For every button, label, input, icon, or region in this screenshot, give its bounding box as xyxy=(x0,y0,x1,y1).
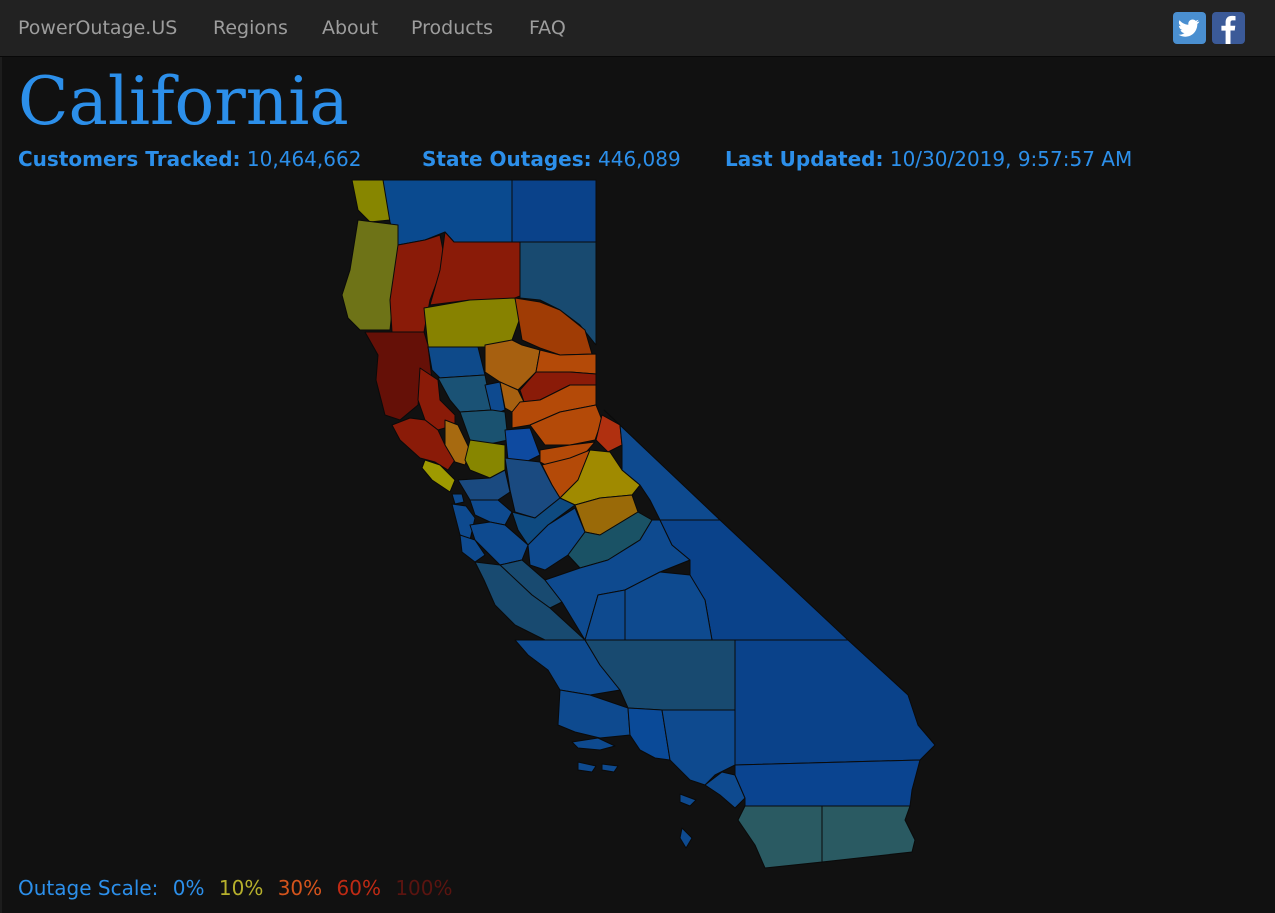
county-alameda[interactable] xyxy=(469,499,513,526)
last-updated: Last Updated: 10/30/2019, 9:57:57 AM xyxy=(725,147,1132,171)
nav-regions[interactable]: Regions xyxy=(213,17,288,39)
county-san-bernardino[interactable] xyxy=(734,639,936,766)
legend-step-10: 10% xyxy=(218,876,264,900)
twitter-icon[interactable] xyxy=(1173,12,1206,44)
county-sutter[interactable] xyxy=(484,381,506,416)
county-san-mateo[interactable] xyxy=(451,503,476,541)
last-updated-value: 10/30/2019, 9:57:57 AM xyxy=(889,147,1133,171)
county-trinity[interactable] xyxy=(389,234,446,333)
state-outages: State Outages: 446,089 xyxy=(422,147,681,171)
nav-products[interactable]: Products xyxy=(411,17,494,39)
county-stanislaus[interactable] xyxy=(511,497,576,546)
county-sacramento[interactable] xyxy=(504,427,541,466)
last-updated-label: Last Updated: xyxy=(725,147,884,171)
facebook-icon[interactable] xyxy=(1212,12,1245,44)
county-glenn[interactable] xyxy=(427,346,486,379)
county-los-angeles[interactable] xyxy=(661,709,736,786)
county-imperial[interactable] xyxy=(821,805,916,863)
county-san-diego[interactable] xyxy=(737,805,823,869)
county-kern[interactable] xyxy=(584,639,736,711)
county-humboldt[interactable] xyxy=(341,219,399,331)
content-area xyxy=(0,57,1275,913)
channel-island xyxy=(601,763,619,773)
outage-scale-legend: Outage Scale: 0% 10% 30% 60% 100% xyxy=(18,876,461,900)
county-shasta[interactable] xyxy=(429,231,521,306)
county-tehama[interactable] xyxy=(423,297,521,348)
customers-tracked: Customers Tracked: 10,464,662 xyxy=(18,147,361,171)
county-marin[interactable] xyxy=(421,459,456,493)
customers-tracked-label: Customers Tracked: xyxy=(18,147,241,171)
county-san-francisco[interactable] xyxy=(451,493,465,505)
county-mendocino[interactable] xyxy=(364,331,433,421)
state-outages-label: State Outages: xyxy=(422,147,592,171)
state-outages-value: 446,089 xyxy=(598,147,681,171)
navbar: PowerOutage.US Regions About Products FA… xyxy=(0,0,1275,57)
county-riverside[interactable] xyxy=(734,759,921,807)
channel-island xyxy=(679,827,693,849)
county-santa-cruz[interactable] xyxy=(459,534,486,563)
customers-tracked-value: 10,464,662 xyxy=(246,147,362,171)
county-yolo[interactable] xyxy=(459,409,509,446)
nav-faq[interactable]: FAQ xyxy=(529,17,566,39)
county-solano[interactable] xyxy=(464,439,506,479)
page-title: California xyxy=(18,63,349,140)
county-santa-barbara[interactable] xyxy=(557,689,631,739)
channel-island xyxy=(679,793,697,807)
legend-label: Outage Scale: xyxy=(18,876,159,900)
legend-step-100: 100% xyxy=(395,876,453,900)
channel-island xyxy=(571,737,616,751)
channel-island xyxy=(577,761,597,773)
nav-about[interactable]: About xyxy=(322,17,379,39)
county-napa[interactable] xyxy=(444,419,471,466)
county-alpine[interactable] xyxy=(595,414,623,453)
legend-step-60: 60% xyxy=(336,876,381,900)
brand-link[interactable]: PowerOutage.US xyxy=(18,17,178,39)
county-modoc[interactable] xyxy=(511,179,597,243)
legend-step-30: 30% xyxy=(277,876,323,900)
legend-step-0: 0% xyxy=(172,876,205,900)
